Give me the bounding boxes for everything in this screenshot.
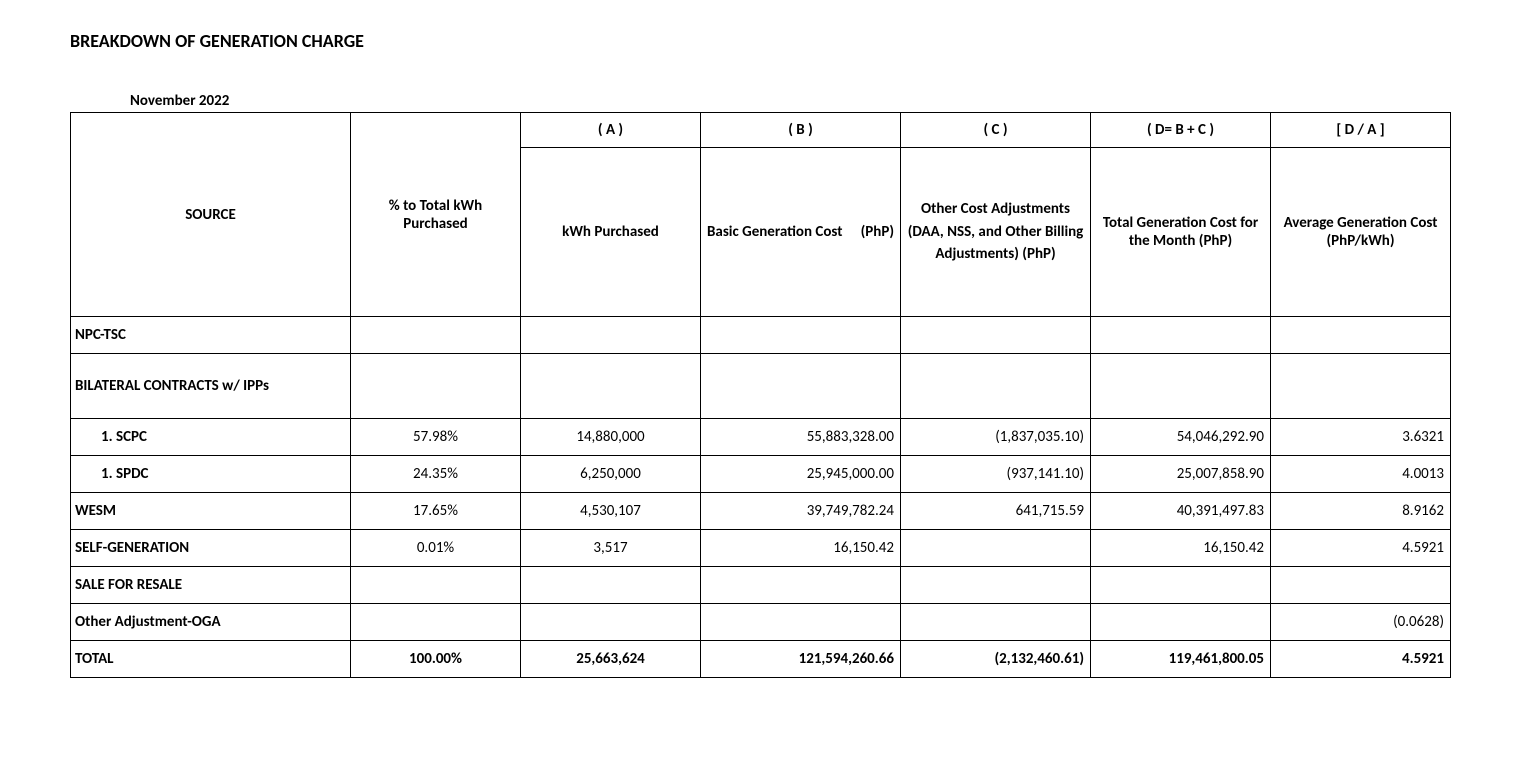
- cell-label: TOTAL: [71, 641, 351, 678]
- cell-avg: (0.0628): [1271, 604, 1451, 641]
- header-b-right: (PhP): [861, 220, 894, 244]
- cell-label: SELF-GENERATION: [71, 530, 351, 567]
- cell-label: BILATERAL CONTRACTS w/ IPPs: [71, 354, 351, 419]
- cell: [351, 567, 521, 604]
- header-b-left: Basic Generation Cost: [707, 220, 842, 244]
- header-kwh: kWh Purchased: [521, 148, 701, 317]
- cell: [1091, 317, 1271, 354]
- cell-avg: 4.0013: [1271, 456, 1451, 493]
- cell-d: 16,150.42: [1091, 530, 1271, 567]
- cell-pct: 24.35%: [351, 456, 521, 493]
- cell-kwh: 14,880,000: [521, 419, 701, 456]
- cell-avg: 4.5921: [1271, 641, 1451, 678]
- cell-avg: 4.5921: [1271, 530, 1451, 567]
- cell-pct: 0.01%: [351, 530, 521, 567]
- cell: [701, 317, 901, 354]
- cell: [351, 604, 521, 641]
- row-self-generation: SELF-GENERATION 0.01% 3,517 16,150.42 16…: [71, 530, 1451, 567]
- cell-c: [901, 530, 1091, 567]
- row-sale-for-resale: SALE FOR RESALE: [71, 567, 1451, 604]
- cell: [1271, 567, 1451, 604]
- cell-c: 641,715.59: [901, 493, 1091, 530]
- cell-b: 55,883,328.00: [701, 419, 901, 456]
- cell: [1271, 354, 1451, 419]
- cell: [1091, 354, 1271, 419]
- cell-kwh: 6,250,000: [521, 456, 701, 493]
- cell: [901, 604, 1091, 641]
- cell: [701, 354, 901, 419]
- header-formula-a: ( A ): [521, 113, 701, 148]
- header-avg: Average Generation Cost (PhP/kWh): [1271, 148, 1451, 317]
- header-pct: % to Total kWh Purchased: [351, 113, 521, 317]
- cell-pct: 17.65%: [351, 493, 521, 530]
- row-other-adjustment-oga: Other Adjustment-OGA (0.0628): [71, 604, 1451, 641]
- cell-avg: 3.6321: [1271, 419, 1451, 456]
- cell-avg: 8.9162: [1271, 493, 1451, 530]
- cell-c: (2,132,460.61): [901, 641, 1091, 678]
- cell: [521, 354, 701, 419]
- cell: [701, 604, 901, 641]
- cell-pct: 100.00%: [351, 641, 521, 678]
- row-wesm: WESM 17.65% 4,530,107 39,749,782.24 641,…: [71, 493, 1451, 530]
- cell: [521, 567, 701, 604]
- cell-label: 1. SPDC: [71, 456, 351, 493]
- cell-kwh: 3,517: [521, 530, 701, 567]
- cell-label: NPC-TSC: [71, 317, 351, 354]
- row-scpc: 1. SCPC 57.98% 14,880,000 55,883,328.00 …: [71, 419, 1451, 456]
- cell-pct: 57.98%: [351, 419, 521, 456]
- period-label: November 2022: [130, 92, 1446, 110]
- header-c: Other Cost Adjustments (DAA, NSS, and Ot…: [901, 148, 1091, 317]
- header-formula-c: ( C ): [901, 113, 1091, 148]
- header-formula-d: ( D= B + C ): [1091, 113, 1271, 148]
- row-spdc: 1. SPDC 24.35% 6,250,000 25,945,000.00 (…: [71, 456, 1451, 493]
- cell-b: 121,594,260.66: [701, 641, 901, 678]
- cell-d: 25,007,858.90: [1091, 456, 1271, 493]
- header-formula-b: ( B ): [701, 113, 901, 148]
- cell-d: 119,461,800.05: [1091, 641, 1271, 678]
- cell: [901, 317, 1091, 354]
- header-source: SOURCE: [71, 113, 351, 317]
- cell-d: 40,391,497.83: [1091, 493, 1271, 530]
- cell-b: 25,945,000.00: [701, 456, 901, 493]
- cell-label: WESM: [71, 493, 351, 530]
- cell: [701, 567, 901, 604]
- cell-label: SALE FOR RESALE: [71, 567, 351, 604]
- cell: [901, 354, 1091, 419]
- row-bilateral: BILATERAL CONTRACTS w/ IPPs: [71, 354, 1451, 419]
- cell-c: (1,837,035.10): [901, 419, 1091, 456]
- cell: [1091, 567, 1271, 604]
- cell-kwh: 4,530,107: [521, 493, 701, 530]
- cell: [1091, 604, 1271, 641]
- cell-label: Other Adjustment-OGA: [71, 604, 351, 641]
- header-d: Total Generation Cost for the Month (PhP…: [1091, 148, 1271, 317]
- page-title: BREAKDOWN OF GENERATION CHARGE: [70, 30, 1446, 52]
- cell: [901, 567, 1091, 604]
- cell-d: 54,046,292.90: [1091, 419, 1271, 456]
- row-total: TOTAL 100.00% 25,663,624 121,594,260.66 …: [71, 641, 1451, 678]
- header-formula-row: SOURCE % to Total kWh Purchased ( A ) ( …: [71, 113, 1451, 148]
- cell: [521, 604, 701, 641]
- cell: [351, 354, 521, 419]
- cell-b: 39,749,782.24: [701, 493, 901, 530]
- header-b: Basic Generation Cost (PhP): [701, 148, 901, 317]
- cell-b: 16,150.42: [701, 530, 901, 567]
- generation-charge-table: SOURCE % to Total kWh Purchased ( A ) ( …: [70, 112, 1451, 678]
- cell-c: (937,141.10): [901, 456, 1091, 493]
- header-formula-avg: [ D / A ]: [1271, 113, 1451, 148]
- cell: [521, 317, 701, 354]
- cell-label: 1. SCPC: [71, 419, 351, 456]
- cell: [351, 317, 521, 354]
- cell-kwh: 25,663,624: [521, 641, 701, 678]
- cell: [1271, 317, 1451, 354]
- row-npc: NPC-TSC: [71, 317, 1451, 354]
